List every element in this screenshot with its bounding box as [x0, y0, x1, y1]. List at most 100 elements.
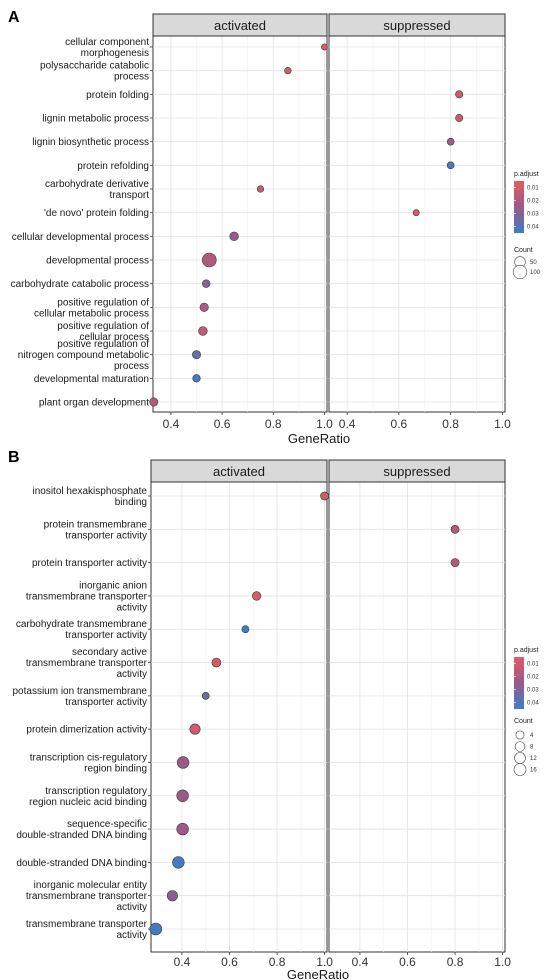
- y-tick-label: inorganic anion transmembrane transporter…: [26, 580, 148, 613]
- data-point: [412, 209, 420, 217]
- legend-count-label: 8: [530, 745, 534, 751]
- y-tick-label: transmembrane transporter activity: [26, 919, 148, 941]
- panel-letter: B: [8, 449, 20, 466]
- x-tick-label: 0.6: [221, 955, 238, 969]
- facet-suppressed: suppressed 0.4 0.6 0.8 1.0: [328, 13, 511, 431]
- legend-count-circle: [515, 730, 525, 740]
- y-tick-label-line: positive regulation of: [57, 297, 149, 308]
- y-tick-label-line: activity: [116, 930, 147, 941]
- y-tick-label-line: double-stranded DNA binding: [16, 830, 147, 841]
- data-point: [321, 43, 328, 51]
- y-tick-label: protein refolding: [77, 161, 149, 172]
- y-tick-label: cellular developmental process: [12, 232, 149, 243]
- y-tick-label: polysaccharide catabolic process: [40, 61, 149, 83]
- legend: p.adjust 0.01 0.02 0.03 0.04 Count 50 100: [512, 171, 541, 280]
- legend-colorbar-label: 0.04: [527, 225, 539, 231]
- y-tick-label-line: transporter activity: [65, 530, 147, 541]
- y-tick-label: developmental maturation: [34, 374, 149, 385]
- legend-colorbar-label: 0.02: [527, 675, 539, 681]
- x-tick-label: 1.0: [316, 955, 333, 969]
- data-point: [201, 692, 210, 700]
- legend-count-circle: [512, 264, 528, 280]
- legend: p.adjust 0.01 0.02 0.03 0.04 Count 4 8 12 16: [513, 647, 539, 776]
- y-tick-label: protein transporter activity: [32, 558, 147, 569]
- y-tick-label-line: protein transporter activity: [32, 558, 147, 569]
- y-tick-label: sequence-specific double-stranded DNA bin…: [16, 819, 147, 841]
- plot-area: [328, 481, 506, 953]
- x-tick-label: 0.4: [339, 417, 356, 431]
- y-tick-label: lignin metabolic process: [42, 114, 149, 125]
- y-tick-label-line: developmental process: [46, 256, 149, 267]
- y-tick-label-line: positive regulation of: [57, 339, 149, 350]
- y-tick-label-line: transporter activity: [65, 697, 147, 708]
- y-tick-label-line: developmental maturation: [34, 374, 149, 385]
- legend-colorbar-label: 0.03: [527, 688, 539, 694]
- x-tick-label: 0.4: [352, 955, 369, 969]
- y-tick-label: transcription regulatory region nucleic a…: [29, 786, 147, 808]
- y-tick-label-line: process: [114, 72, 149, 83]
- legend-colorbar-label: 0.04: [527, 701, 539, 707]
- data-point: [172, 856, 185, 869]
- legend-count-label: 4: [530, 733, 534, 739]
- y-tick-label: plant organ development: [39, 398, 149, 409]
- data-point: [201, 252, 217, 268]
- y-tick-label: potassium ion transmembrane transporter a…: [12, 686, 147, 708]
- x-tick-label: 0.6: [399, 955, 416, 969]
- y-tick-label-line: cellular component: [65, 37, 149, 48]
- legend-count-title: Count: [514, 718, 533, 725]
- y-tick-label: lignin biosynthetic process: [32, 137, 149, 148]
- legend-count-label: 50: [530, 260, 537, 266]
- y-tick-label-line: plant organ development: [39, 398, 149, 409]
- y-tick-label-line: transport: [110, 190, 150, 201]
- facet-strip-label: suppressed: [383, 18, 450, 33]
- y-tick-label-line: region nucleic acid binding: [29, 797, 147, 808]
- y-tick-label: double-stranded DNA binding: [16, 858, 147, 869]
- x-tick-label: 0.8: [447, 955, 464, 969]
- y-tick-label-line: inositol hexakisphosphate: [32, 486, 147, 497]
- x-tick-label: 0.8: [265, 417, 282, 431]
- x-tick-label: 1.0: [494, 955, 511, 969]
- data-point: [251, 591, 262, 601]
- x-tick-label: 0.8: [442, 417, 459, 431]
- y-tick-label-line: positive regulation of: [57, 321, 149, 332]
- y-tick-label-line: carbohydrate catabolic process: [11, 279, 149, 290]
- facet-activated: activated 0.4 0.6 0.8 1.0: [152, 13, 333, 431]
- y-tick-label: 'de novo' protein folding: [44, 208, 149, 219]
- data-point: [149, 922, 163, 936]
- y-tick-label-line: process: [114, 361, 149, 372]
- legend-colorbar-label: 0.01: [527, 662, 539, 668]
- facet-strip: [152, 13, 328, 37]
- plot-area: [152, 35, 328, 413]
- x-tick-label: 0.4: [163, 417, 180, 431]
- facet-strip: [150, 459, 328, 483]
- x-axis-title: GeneRatio: [287, 967, 349, 980]
- y-tick-label-line: inorganic molecular entity: [34, 880, 147, 891]
- y-tick-label: carbohydrate transmembrane transporter ac…: [16, 619, 148, 641]
- y-tick-label: protein dimerization activity: [26, 725, 147, 736]
- y-tick-label-line: activity: [116, 669, 147, 680]
- y-tick-label-line: secondary active: [72, 647, 147, 658]
- y-tick-label-line: 'de novo' protein folding: [44, 208, 149, 219]
- facet-strip-label: activated: [213, 464, 265, 479]
- y-tick-label-line: transmembrane transporter: [26, 591, 148, 602]
- data-point: [189, 723, 201, 735]
- y-tick-label-line: carbohydrate transmembrane: [16, 619, 148, 630]
- y-tick-label: developmental process: [46, 256, 149, 267]
- data-point: [450, 558, 460, 568]
- y-tick-label-line: region binding: [84, 764, 147, 775]
- data-point: [450, 524, 460, 534]
- y-tick-label-line: protein transmembrane: [44, 519, 148, 530]
- legend-count-title: Count: [514, 247, 533, 254]
- data-point: [198, 326, 208, 336]
- legend-colorbar: [514, 181, 524, 233]
- y-tick-label: protein transmembrane transporter activit…: [44, 519, 148, 541]
- y-tick-label-line: protein refolding: [77, 161, 149, 172]
- y-tick-label: positive regulation of cellular metabolic…: [34, 297, 149, 319]
- data-point: [166, 890, 178, 902]
- legend-count-circle: [514, 752, 526, 764]
- facet-strip-label: suppressed: [383, 464, 450, 479]
- y-tick-label-line: potassium ion transmembrane: [12, 686, 147, 697]
- x-tick-label: 1.0: [316, 417, 333, 431]
